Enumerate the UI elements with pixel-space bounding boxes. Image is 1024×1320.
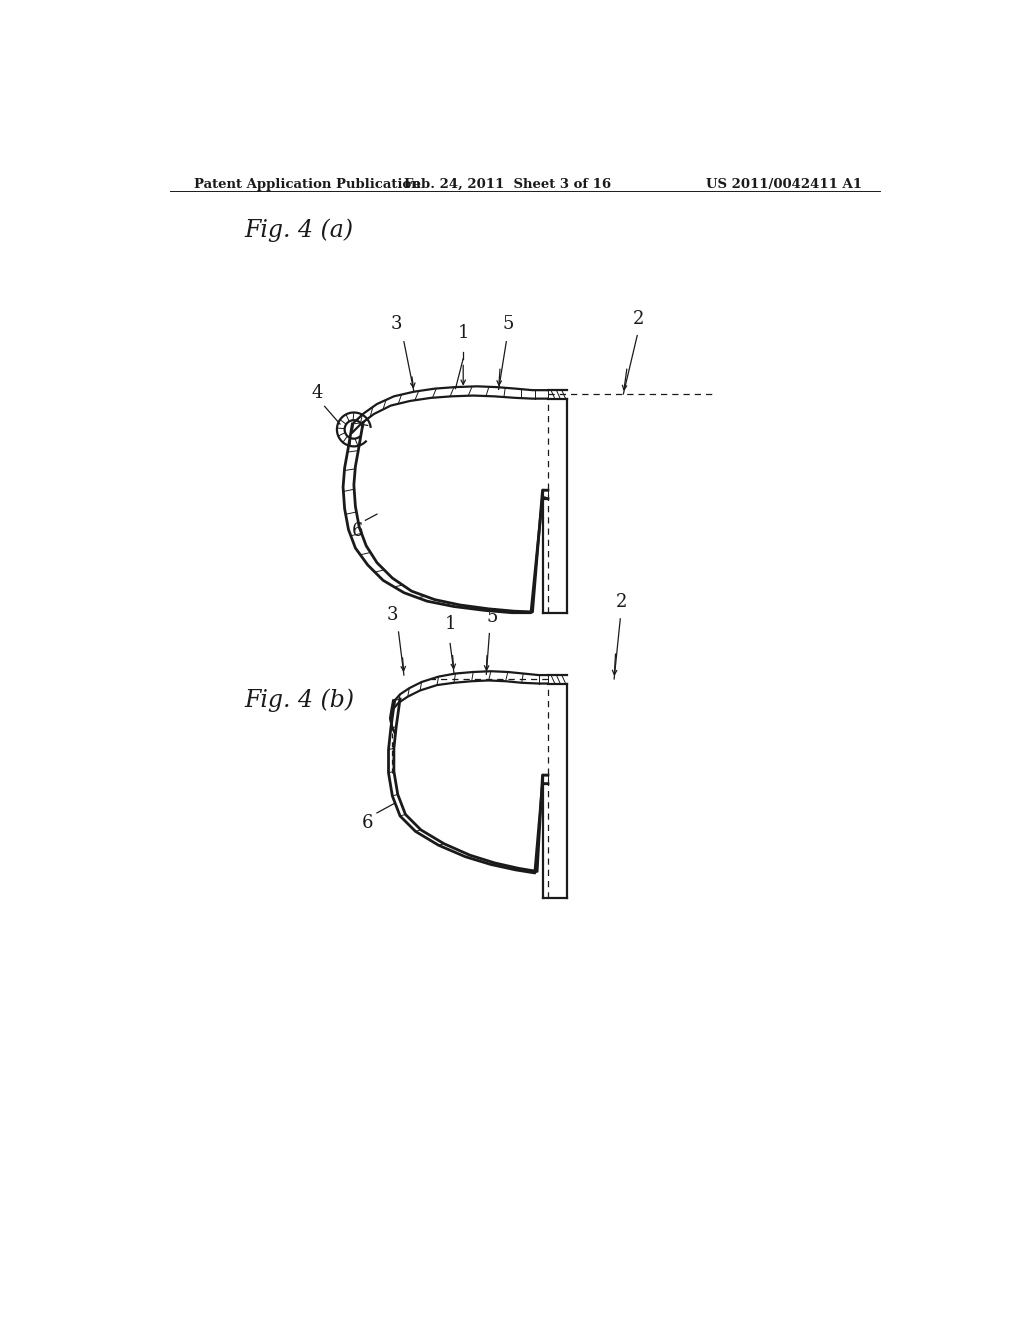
Text: 4: 4 — [311, 384, 323, 403]
Text: 1: 1 — [444, 615, 456, 634]
Text: 6: 6 — [361, 814, 374, 833]
Text: 5: 5 — [502, 315, 514, 333]
Text: 2: 2 — [633, 310, 644, 327]
Text: Fig. 4 (a): Fig. 4 (a) — [245, 218, 353, 242]
Text: Feb. 24, 2011  Sheet 3 of 16: Feb. 24, 2011 Sheet 3 of 16 — [404, 178, 611, 190]
Text: Fig. 4 (b): Fig. 4 (b) — [245, 688, 354, 711]
Text: 2: 2 — [616, 593, 628, 611]
Text: Patent Application Publication: Patent Application Publication — [194, 178, 421, 190]
Text: 3: 3 — [387, 606, 398, 624]
Text: 3: 3 — [390, 315, 402, 333]
Text: 6: 6 — [352, 521, 364, 540]
Text: US 2011/0042411 A1: US 2011/0042411 A1 — [707, 178, 862, 190]
Text: 5: 5 — [486, 607, 498, 626]
Text: 1: 1 — [458, 323, 469, 342]
